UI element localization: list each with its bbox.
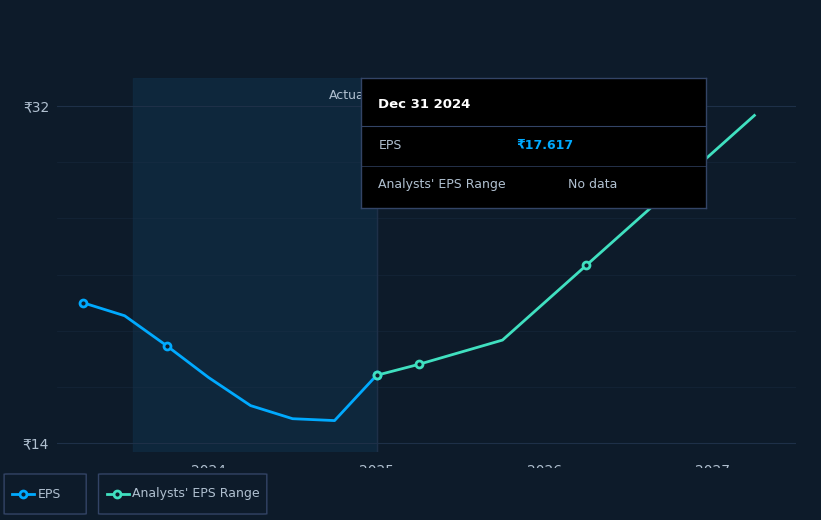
FancyBboxPatch shape — [99, 474, 267, 514]
Text: Analysts' EPS Range: Analysts' EPS Range — [132, 488, 259, 500]
Text: Analysts Forecasts: Analysts Forecasts — [385, 89, 502, 102]
Text: No data: No data — [568, 178, 617, 191]
Text: Actual: Actual — [329, 89, 368, 102]
Bar — [133, 78, 377, 452]
FancyBboxPatch shape — [4, 474, 86, 514]
Text: EPS: EPS — [378, 139, 401, 152]
Text: Dec 31 2024: Dec 31 2024 — [378, 98, 471, 110]
Text: ₹17.617: ₹17.617 — [516, 139, 574, 152]
Text: EPS: EPS — [38, 488, 61, 500]
Text: Analysts' EPS Range: Analysts' EPS Range — [378, 178, 506, 191]
